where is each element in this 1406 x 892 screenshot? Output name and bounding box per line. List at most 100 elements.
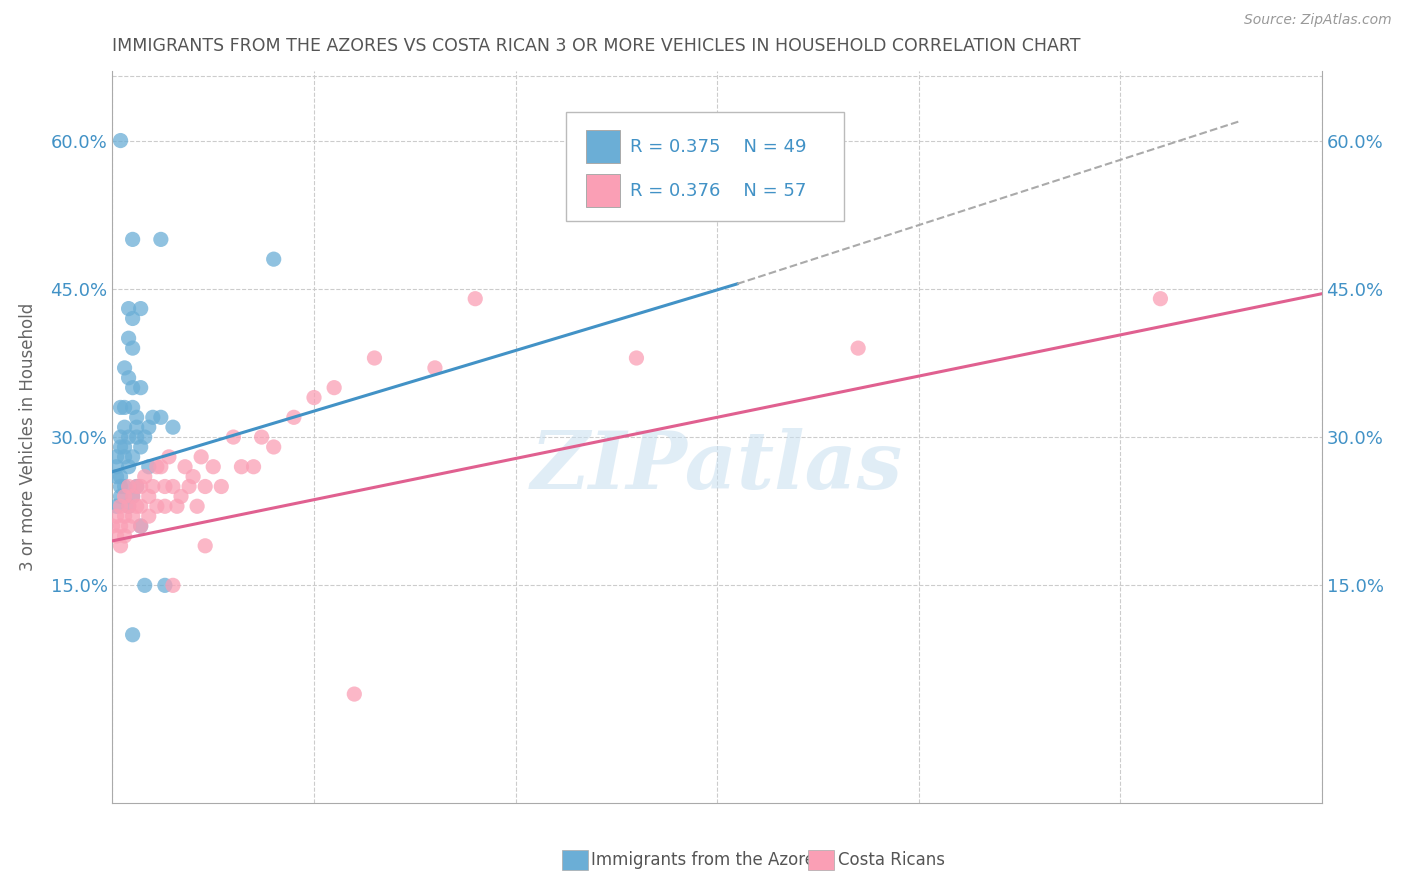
Point [138, 420, 160, 434]
Point [125, 479, 148, 493]
Point [117, 301, 139, 316]
Point [363, 351, 385, 365]
Point [114, 529, 136, 543]
Point [117, 331, 139, 345]
Point [162, 479, 184, 493]
Point [117, 519, 139, 533]
Point [202, 459, 225, 474]
Point [105, 500, 128, 514]
Point [129, 381, 152, 395]
Point [121, 489, 143, 503]
Point [129, 519, 152, 533]
Point [121, 509, 143, 524]
FancyBboxPatch shape [565, 112, 844, 221]
Point [190, 450, 212, 464]
Text: Immigrants from the Azores: Immigrants from the Azores [591, 851, 824, 869]
Point [110, 500, 132, 514]
Point [114, 509, 136, 524]
Point [250, 430, 273, 444]
Point [231, 459, 253, 474]
Point [105, 529, 128, 543]
Point [125, 479, 148, 493]
Point [138, 489, 160, 503]
Point [121, 489, 143, 503]
Point [114, 420, 136, 434]
Point [149, 410, 172, 425]
Point [194, 479, 217, 493]
Point [121, 450, 143, 464]
Point [194, 539, 217, 553]
Point [117, 479, 139, 493]
Point [162, 578, 184, 592]
Point [209, 479, 232, 493]
Point [129, 500, 152, 514]
Point [149, 459, 172, 474]
Point [138, 509, 160, 524]
Point [423, 360, 446, 375]
Point [129, 440, 152, 454]
Point [162, 420, 184, 434]
Point [125, 420, 148, 434]
Point [166, 500, 188, 514]
Point [125, 430, 148, 444]
Point [121, 311, 143, 326]
Point [157, 450, 180, 464]
Point [177, 479, 200, 493]
Y-axis label: 3 or more Vehicles in Household: 3 or more Vehicles in Household [18, 303, 37, 571]
Point [323, 381, 346, 395]
Point [174, 459, 197, 474]
Point [117, 500, 139, 514]
Point [114, 360, 136, 375]
Point [343, 687, 366, 701]
Point [105, 469, 128, 483]
Point [105, 459, 128, 474]
Point [117, 459, 139, 474]
Point [114, 479, 136, 493]
Point [464, 292, 486, 306]
Point [846, 341, 869, 355]
Point [121, 381, 143, 395]
Point [110, 489, 132, 503]
Text: Source: ZipAtlas.com: Source: ZipAtlas.com [1244, 13, 1392, 28]
Point [105, 450, 128, 464]
Text: Costa Ricans: Costa Ricans [838, 851, 945, 869]
Point [302, 391, 325, 405]
Point [146, 459, 169, 474]
Point [114, 489, 136, 503]
Point [110, 539, 132, 553]
Point [153, 578, 176, 592]
Point [181, 469, 204, 483]
Point [114, 450, 136, 464]
Text: ZIPatlas: ZIPatlas [531, 427, 903, 505]
Point [153, 500, 176, 514]
Point [263, 252, 285, 267]
Text: IMMIGRANTS FROM THE AZORES VS COSTA RICAN 3 OR MORE VEHICLES IN HOUSEHOLD CORREL: IMMIGRANTS FROM THE AZORES VS COSTA RICA… [112, 37, 1081, 54]
Point [125, 410, 148, 425]
Point [129, 301, 152, 316]
Point [149, 232, 172, 246]
Point [117, 371, 139, 385]
Point [121, 401, 143, 415]
Point [117, 500, 139, 514]
Point [125, 500, 148, 514]
Point [129, 519, 152, 533]
Point [186, 500, 208, 514]
Point [142, 479, 165, 493]
Point [117, 430, 139, 444]
Point [110, 479, 132, 493]
Point [134, 430, 156, 444]
Point [1149, 292, 1171, 306]
Point [134, 578, 156, 592]
Point [110, 440, 132, 454]
Point [242, 459, 264, 474]
Point [114, 440, 136, 454]
Point [222, 430, 245, 444]
Point [129, 479, 152, 493]
Point [110, 430, 132, 444]
Point [263, 440, 285, 454]
Point [114, 401, 136, 415]
Text: R = 0.375    N = 49: R = 0.375 N = 49 [630, 137, 807, 156]
Text: R = 0.376    N = 57: R = 0.376 N = 57 [630, 182, 807, 200]
Point [105, 509, 128, 524]
Point [110, 134, 132, 148]
